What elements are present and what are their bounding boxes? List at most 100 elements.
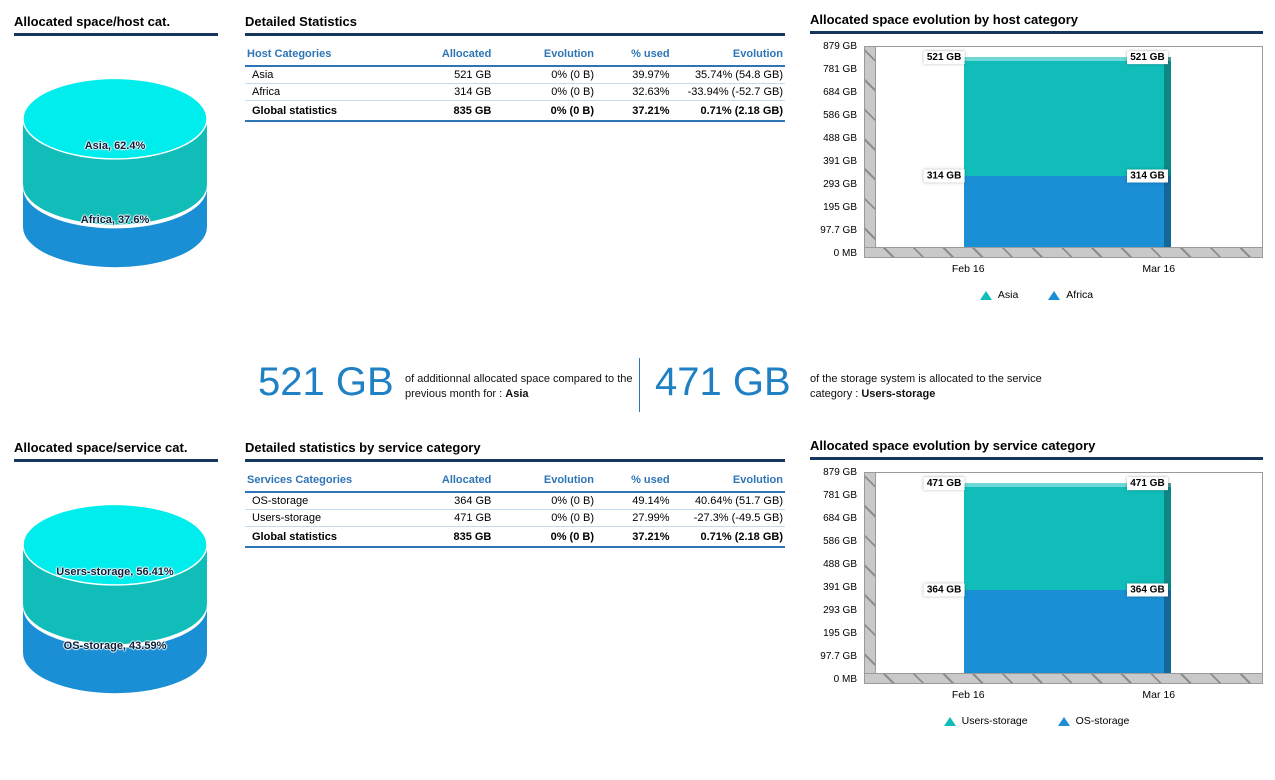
legend-label: Africa: [1066, 289, 1094, 301]
table-cell: 314 GB: [401, 83, 494, 101]
y-tick-label: 0 MB: [833, 248, 857, 259]
bar-value-label: 521 GB: [923, 51, 965, 65]
host-stats-table: Host Categories Allocated Evolution% used E…: [245, 45, 785, 122]
table-row: Global statistics 835 GB 0% (0 B) 37.21% 0.7…: [245, 526, 785, 548]
table-cell: 471 GB: [401, 509, 494, 527]
table-cell: 39.97%: [595, 66, 672, 84]
y-tick-label: 195 GB: [823, 628, 857, 639]
table-cell: Asia: [245, 66, 402, 84]
table-cell: 49.14%: [595, 492, 672, 510]
cylinder-pie-svg: [22, 503, 208, 694]
host-stats-section: Detailed Statistics Host Categories Alloc…: [245, 14, 785, 122]
table-cell: 0% (0 B): [493, 100, 596, 122]
y-tick-label: 391 GB: [823, 582, 857, 593]
bar-value-label: 364 GB: [923, 583, 965, 597]
table-row: Users-storage 471 GB 0% (0 B) 27.99% -27.3% …: [245, 509, 785, 527]
x-tick-label: Feb 16: [951, 263, 985, 275]
table-row: Host Categories Allocated Evolution% used E…: [245, 45, 785, 67]
kpi-highlight: Users-storage: [861, 388, 936, 401]
kpi-description-text: of additionnal allocated space compared …: [405, 373, 633, 401]
plot-area: 471 GB 471 GB 364 GB 364 GB Feb 16 Mar 16: [864, 472, 1263, 701]
y-tick-label: 97.7 GB: [820, 651, 857, 662]
chart-area: 879 GB 781 GB 684 GB 586 GB 488 GB 391 GB 293 …: [810, 467, 1263, 701]
y-tick-label: 879 GB: [823, 41, 857, 52]
stacked-bar: 521 GB 521 GB 314 GB 314 GB: [923, 51, 1171, 247]
table-row: Services Categories Allocated Evolution% u…: [245, 471, 785, 493]
table-cell: 0% (0 B): [493, 66, 596, 84]
bar-value-label: 314 GB: [923, 169, 965, 183]
table-cell: Global statistics: [245, 100, 402, 122]
table-cell: Global statistics: [245, 526, 402, 548]
table-cell: 32.63%: [595, 83, 672, 101]
kpi-description-service: of the storage system is allocated to th…: [810, 372, 1055, 403]
host-pie-title: Allocated space/host cat.: [14, 14, 218, 36]
legend-marker-icon: [1057, 716, 1070, 726]
chart-area: 879 GB 781 GB 684 GB 586 GB 488 GB 391 GB 293 …: [810, 41, 1263, 275]
table-cell: Africa: [245, 83, 402, 101]
y-tick-label: 195 GB: [823, 202, 857, 213]
table-cell: 0.71% (2.18 GB): [671, 526, 785, 548]
kpi-description-text: of the storage system is allocated to th…: [810, 373, 1042, 401]
bar-segment-bottom: [964, 590, 1171, 673]
y-tick-label: 586 GB: [823, 536, 857, 547]
table-row: Africa 314 GB 0% (0 B) 32.63% -33.94% (-52.7…: [245, 83, 785, 101]
legend-item: Asia: [979, 289, 1019, 301]
table-cell: 521 GB: [401, 66, 494, 84]
table-row: Global statistics 835 GB 0% (0 B) 37.21% 0.7…: [245, 100, 785, 122]
table-cell: Allocated: [401, 471, 494, 493]
table-cell: 0% (0 B): [493, 509, 596, 527]
x-tick-label: Feb 16: [951, 689, 985, 701]
legend-item: Africa: [1048, 289, 1093, 301]
host-chart-title: Allocated space evolution by host catego…: [810, 12, 1263, 34]
table-cell: % used: [595, 471, 672, 493]
x-tick-label: Mar 16: [1142, 263, 1176, 275]
chart-3d-floor: [865, 247, 1262, 257]
table-cell: 0.71% (2.18 GB): [671, 100, 785, 122]
chart-3d-wall: [865, 47, 876, 257]
y-tick-label: 684 GB: [823, 87, 857, 98]
legend-marker-icon: [1048, 290, 1061, 300]
legend-marker-icon: [979, 290, 992, 300]
stacked-bar: 471 GB 471 GB 364 GB 364 GB: [923, 477, 1171, 673]
service-chart-title: Allocated space evolution by service cat…: [810, 438, 1263, 460]
table-cell: Services Categories: [245, 471, 402, 493]
y-tick-label: 488 GB: [823, 133, 857, 144]
table-cell: 0% (0 B): [493, 83, 596, 101]
plot-area: 521 GB 521 GB 314 GB 314 GB Feb 16 Mar 16: [864, 46, 1263, 275]
table-cell: % used: [595, 45, 672, 67]
chart-3d-wall: [865, 473, 876, 683]
kpi-section: 521 GB of additionnal allocated space co…: [0, 352, 1275, 432]
legend-label: Users-storage: [961, 715, 1028, 727]
y-tick-label: 0 MB: [833, 674, 857, 685]
table-row: OS-storage 364 GB 0% (0 B) 49.14% 40.64% (51…: [245, 492, 785, 510]
table-cell: 37.21%: [595, 526, 672, 548]
bar-segment-top: [964, 57, 1171, 176]
y-tick-label: 391 GB: [823, 156, 857, 167]
table-row: Asia 521 GB 0% (0 B) 39.97% 35.74% (54.8 GB): [245, 66, 785, 84]
y-axis: 879 GB 781 GB 684 GB 586 GB 488 GB 391 GB 293 …: [810, 41, 864, 259]
table-cell: OS-storage: [245, 492, 402, 510]
legend-marker-icon: [943, 716, 956, 726]
y-tick-label: 97.7 GB: [820, 225, 857, 236]
kpi-description-host: of additionnal allocated space compared …: [405, 372, 638, 403]
y-tick-label: 293 GB: [823, 605, 857, 616]
table-cell: 835 GB: [401, 526, 494, 548]
y-tick-label: 586 GB: [823, 110, 857, 121]
table-cell: 37.21%: [595, 100, 672, 122]
y-tick-label: 781 GB: [823, 490, 857, 501]
service-pie-chart: Users-storage, 56.41% OS-storage, 43.59%: [18, 492, 212, 698]
table-cell: 35.74% (54.8 GB): [671, 66, 785, 84]
y-axis: 879 GB 781 GB 684 GB 586 GB 488 GB 391 GB 293 …: [810, 467, 864, 685]
kpi-value-host: 521 GB: [258, 360, 394, 404]
table-cell: 835 GB: [401, 100, 494, 122]
host-table-title: Detailed Statistics: [245, 14, 785, 36]
host-pie-chart: Asia, 62.4% Africa, 37.6%: [18, 66, 212, 272]
legend-label: Asia: [997, 289, 1019, 301]
table-cell: 40.64% (51.7 GB): [671, 492, 785, 510]
table-cell: Host Categories: [245, 45, 402, 67]
kpi-highlight: Asia: [505, 388, 529, 401]
service-stats-table: Services Categories Allocated Evolution% u…: [245, 471, 785, 548]
kpi-divider: [639, 358, 640, 412]
table-cell: Evolution: [671, 471, 785, 493]
chart-legend: Users-storage OS-storage: [810, 715, 1263, 727]
